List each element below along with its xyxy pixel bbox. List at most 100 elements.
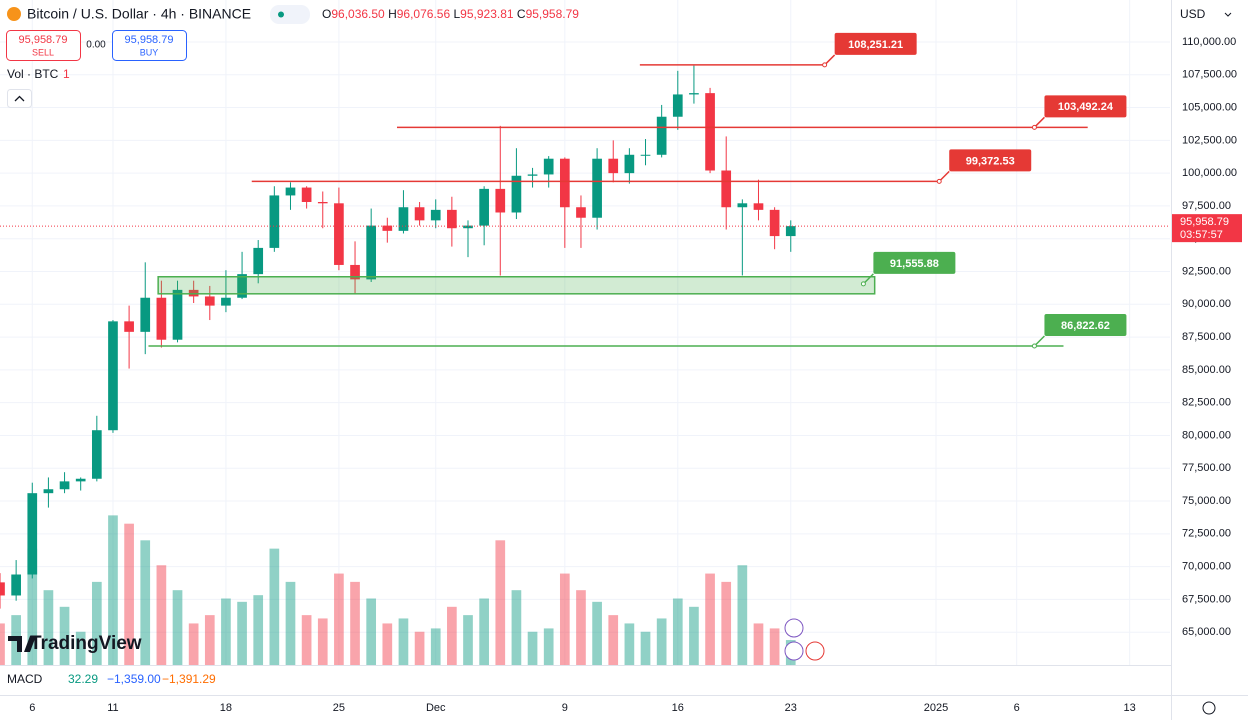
candle-body xyxy=(140,297,151,332)
volume-bar xyxy=(350,581,360,665)
buy-label: BUY xyxy=(140,47,159,57)
volume-bar xyxy=(237,601,247,665)
event-icon[interactable] xyxy=(784,618,804,638)
logo-icon xyxy=(8,636,36,652)
last-price-box xyxy=(1172,214,1242,243)
candle-body xyxy=(495,188,506,213)
macd-value: −1,391.29 xyxy=(162,672,216,686)
y-tick-label: 90,000.00 xyxy=(1182,298,1231,310)
anchor-point xyxy=(822,62,828,68)
x-tick-label: 9 xyxy=(562,702,568,714)
candle-body xyxy=(769,209,780,237)
volume-bar xyxy=(43,590,54,665)
anchor-point xyxy=(860,281,866,287)
y-tick-label: 75,000.00 xyxy=(1182,495,1231,507)
macd-value: 32.29 xyxy=(68,672,98,686)
grid xyxy=(0,0,1170,665)
candle-body xyxy=(221,297,231,306)
candle-body xyxy=(59,481,70,490)
x-tick-label: 23 xyxy=(785,702,797,714)
volume-bar xyxy=(705,573,715,665)
spread: 0.00 xyxy=(86,40,106,51)
volume-bar xyxy=(511,590,522,665)
level-label: 91,555.88 xyxy=(890,258,939,270)
ohlc-open: O96,036.50 H96,076.56 L95,923.81 C95,958… xyxy=(322,7,579,21)
y-tick-label: 77,500.00 xyxy=(1182,462,1231,474)
sell-button[interactable] xyxy=(6,30,81,61)
y-tick-label: 110,000.00 xyxy=(1182,36,1236,48)
volume-bar xyxy=(59,606,70,665)
volume-bar xyxy=(75,631,86,665)
volume-bar xyxy=(447,606,457,665)
annotations: 108,251.21 103,492.24 99,372.53 91,555.88 86… xyxy=(0,32,1170,349)
candle-body xyxy=(0,582,5,596)
buy-price: 95,958.79 xyxy=(125,34,174,46)
volume-bar xyxy=(301,615,312,665)
candle-body xyxy=(430,209,441,221)
volume-bar xyxy=(108,515,118,665)
candle-body xyxy=(721,170,732,208)
collapse-button[interactable] xyxy=(7,89,32,108)
y-tick-label: 105,000.00 xyxy=(1182,101,1237,113)
volume-bar xyxy=(495,540,506,665)
y-tick-label: 67,500.00 xyxy=(1182,593,1231,605)
anchor-point xyxy=(936,178,942,184)
candle-body xyxy=(366,225,377,280)
status-dot xyxy=(278,11,284,18)
y-tick-label: 85,000.00 xyxy=(1182,364,1231,376)
currency-select[interactable]: USD xyxy=(1180,7,1206,21)
x-tick-label: 2025 xyxy=(924,702,948,714)
volume-value: 1 xyxy=(63,67,70,81)
y-tick-label: 92,500.00 xyxy=(1182,265,1231,277)
candle-body xyxy=(624,154,635,174)
event-icon[interactable] xyxy=(784,641,804,661)
x-tick-label: Dec xyxy=(426,702,446,714)
candle-body xyxy=(656,116,667,155)
volume-bar xyxy=(592,601,602,665)
y-tick-label: 72,500.00 xyxy=(1182,528,1231,540)
axes: 65,000.00 67,500.00 70,000.00 72,500.00 75,0… xyxy=(29,36,1242,714)
volume-bar xyxy=(624,623,635,665)
x-tick-label: 11 xyxy=(107,702,118,714)
x-tick-label: 6 xyxy=(29,702,35,714)
candle-body xyxy=(447,209,457,229)
volume-bar xyxy=(269,548,280,665)
candle-body xyxy=(608,158,619,174)
y-tick-label: 87,500.00 xyxy=(1182,331,1231,343)
volume-label: Vol · BTC xyxy=(7,67,59,81)
candle-body xyxy=(156,297,167,340)
symbol-title[interactable]: Bitcoin / U.S. Dollar · 4h · BINANCE xyxy=(27,6,251,22)
settings-icon[interactable] xyxy=(1202,701,1216,715)
volume-bar xyxy=(656,618,667,665)
candle-body xyxy=(559,158,570,208)
chevron-icon xyxy=(14,95,25,102)
x-tick-label: 13 xyxy=(1124,702,1136,714)
candle-body xyxy=(576,207,586,218)
candle-body xyxy=(204,296,215,306)
volume-bar xyxy=(608,615,619,665)
candle-body xyxy=(543,158,554,175)
candle-body xyxy=(43,489,54,494)
indicator-toggle[interactable] xyxy=(270,5,310,24)
flag-icon[interactable] xyxy=(805,641,825,661)
volume-bar xyxy=(382,623,393,665)
candle-body xyxy=(785,226,796,237)
volume-bar xyxy=(204,615,215,665)
candle-body xyxy=(301,187,312,202)
volume-bar xyxy=(188,623,199,665)
volume-bar xyxy=(737,565,748,665)
x-tick-label: 6 xyxy=(1014,702,1020,714)
volume-bar xyxy=(753,623,764,665)
macd-value: −1,359.00 xyxy=(107,672,161,686)
volume-bar xyxy=(559,573,570,665)
volume-bar xyxy=(91,581,102,665)
level-label: 86,822.62 xyxy=(1061,320,1110,332)
y-tick-label: 70,000.00 xyxy=(1182,561,1231,573)
buy-button[interactable] xyxy=(112,30,187,61)
candle-body xyxy=(334,203,344,265)
volume-bar xyxy=(156,565,167,665)
candle-body xyxy=(398,207,409,231)
y-tick-label: 80,000.00 xyxy=(1182,429,1231,441)
volume xyxy=(0,515,796,665)
